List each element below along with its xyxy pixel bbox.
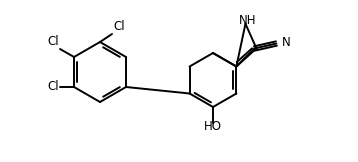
Text: N: N <box>281 36 290 49</box>
Text: NH: NH <box>239 14 257 27</box>
Text: Cl: Cl <box>47 35 59 48</box>
Text: HO: HO <box>204 121 222 133</box>
Text: Cl: Cl <box>47 81 59 93</box>
Text: Cl: Cl <box>113 20 125 33</box>
